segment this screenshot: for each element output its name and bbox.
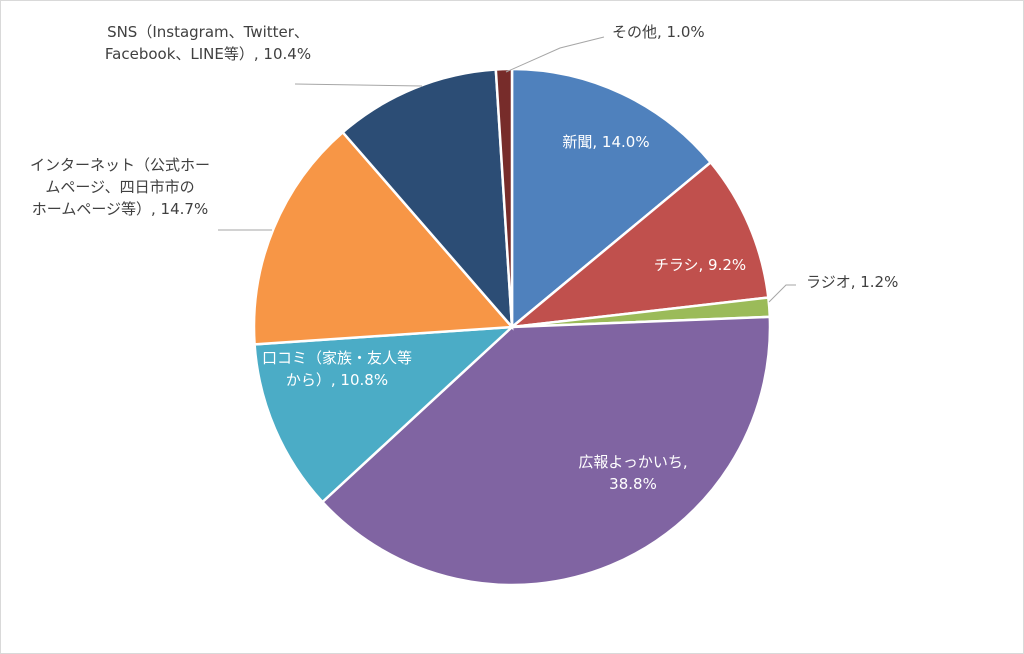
- pie-slice: [340, 68, 514, 331]
- slice-label-line: ラジオ, 1.2%: [806, 273, 898, 291]
- slice-data-label: 広報よっかいち, 38.8%: [578, 453, 687, 493]
- slice-label-line: 新聞, 14.0%: [562, 133, 649, 151]
- slice-label-line: その他, 1.0%: [612, 23, 705, 41]
- slice-label-line: チラシ, 9.2%: [654, 256, 746, 274]
- slice-label-line: ムページ、四日市市の: [45, 178, 194, 196]
- pie-slice: [507, 160, 770, 329]
- slice-data-label: チラシ, 9.2%: [654, 256, 746, 274]
- slice-data-label: その他, 1.0%: [612, 23, 705, 41]
- pie-slice: [252, 130, 515, 346]
- slice-label-line: から）, 10.8%: [286, 371, 388, 389]
- leader-line: [505, 36, 605, 73]
- slice-data-label: 口コミ（家族・友人等から）, 10.8%: [262, 349, 412, 389]
- slice-label-line: インターネット（公式ホー: [30, 156, 210, 174]
- leader-line: [294, 83, 423, 87]
- slice-label-line: ホームページ等）, 14.7%: [32, 200, 208, 218]
- slice-label-line: 広報よっかいち,: [578, 453, 687, 471]
- slice-data-label: インターネット（公式ホームページ、四日市市のホームページ等）, 14.7%: [30, 156, 210, 218]
- slice-label-line: SNS（Instagram、Twitter、: [107, 23, 309, 41]
- pie-slice: [320, 315, 772, 587]
- slice-label-line: 口コミ（家族・友人等: [262, 349, 412, 367]
- slice-data-label: ラジオ, 1.2%: [806, 273, 898, 291]
- leader-line: [768, 284, 796, 303]
- slice-data-label: SNS（Instagram、Twitter、 Facebook、LINE等）, 1…: [105, 23, 311, 63]
- slice-label-line: 38.8%: [609, 475, 657, 493]
- slice-label-line: Facebook、LINE等）, 10.4%: [105, 45, 311, 63]
- pie-slice: [510, 67, 713, 330]
- slice-data-label: 新聞, 14.0%: [562, 133, 649, 151]
- pie-slice: [253, 325, 516, 504]
